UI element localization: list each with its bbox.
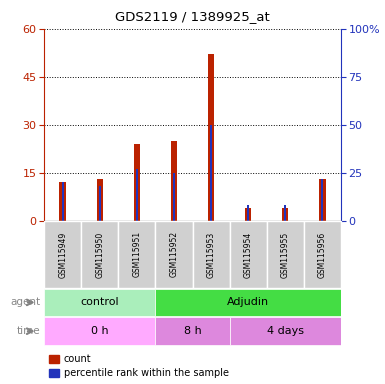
Bar — [208, 55, 214, 221]
Text: time: time — [17, 326, 40, 336]
Bar — [229, 221, 266, 288]
Bar — [59, 182, 66, 221]
Text: GSM115952: GSM115952 — [169, 231, 179, 278]
Bar — [156, 317, 229, 345]
Bar — [136, 169, 138, 221]
Bar — [245, 208, 251, 221]
Bar — [321, 179, 323, 221]
Bar — [134, 144, 140, 221]
Bar — [267, 221, 304, 288]
Bar — [156, 221, 192, 288]
Bar — [119, 221, 156, 288]
Text: control: control — [80, 297, 119, 308]
Bar — [319, 179, 326, 221]
Text: GSM115950: GSM115950 — [95, 231, 104, 278]
Bar — [210, 125, 212, 221]
Bar — [44, 221, 81, 288]
Bar — [99, 186, 101, 221]
Text: GSM115949: GSM115949 — [58, 231, 67, 278]
Text: 8 h: 8 h — [184, 326, 201, 336]
Bar — [156, 289, 341, 316]
Text: GSM115951: GSM115951 — [132, 231, 141, 278]
Bar — [284, 205, 286, 221]
Bar — [304, 221, 341, 288]
Text: GSM115954: GSM115954 — [244, 231, 253, 278]
Text: GSM115955: GSM115955 — [281, 231, 290, 278]
Text: 0 h: 0 h — [91, 326, 109, 336]
Bar — [192, 221, 229, 288]
Bar — [44, 289, 156, 316]
Legend: count, percentile rank within the sample: count, percentile rank within the sample — [49, 354, 229, 378]
Bar — [282, 208, 288, 221]
Text: GDS2119 / 1389925_at: GDS2119 / 1389925_at — [115, 10, 270, 23]
Bar — [44, 317, 156, 345]
Text: agent: agent — [10, 297, 40, 308]
Bar — [173, 173, 175, 221]
Bar — [62, 182, 64, 221]
Bar — [81, 221, 119, 288]
Text: Adjudin: Adjudin — [227, 297, 269, 308]
Bar — [97, 179, 103, 221]
Text: GSM115956: GSM115956 — [318, 231, 327, 278]
Bar — [229, 317, 341, 345]
Bar — [171, 141, 177, 221]
Text: 4 days: 4 days — [267, 326, 304, 336]
Bar — [247, 205, 249, 221]
Text: GSM115953: GSM115953 — [206, 231, 216, 278]
